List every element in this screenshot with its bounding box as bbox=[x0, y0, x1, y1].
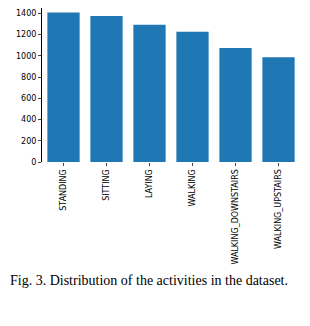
svg-text:600: 600 bbox=[21, 94, 36, 103]
svg-text:WALKING: WALKING bbox=[188, 169, 197, 206]
svg-text:1200: 1200 bbox=[16, 30, 36, 39]
svg-text:SITTING: SITTING bbox=[102, 169, 111, 201]
svg-text:WALKING_UPSTAIRS: WALKING_UPSTAIRS bbox=[274, 169, 283, 249]
svg-text:1000: 1000 bbox=[16, 52, 36, 61]
svg-text:0: 0 bbox=[31, 158, 36, 167]
html-text:Fig. 3. Distribution of the ac: Fig. 3. Distribution of the activities i… bbox=[10, 273, 288, 288]
svg-text:800: 800 bbox=[21, 73, 36, 82]
svg-text:200: 200 bbox=[21, 137, 36, 146]
svg-text:STANDING: STANDING bbox=[59, 169, 68, 211]
svg-text:1400: 1400 bbox=[16, 9, 36, 18]
svg-text:LAYING: LAYING bbox=[145, 169, 154, 198]
svg-text:WALKING_DOWNSTAIRS: WALKING_DOWNSTAIRS bbox=[231, 169, 240, 264]
svg-text:400: 400 bbox=[21, 115, 36, 124]
